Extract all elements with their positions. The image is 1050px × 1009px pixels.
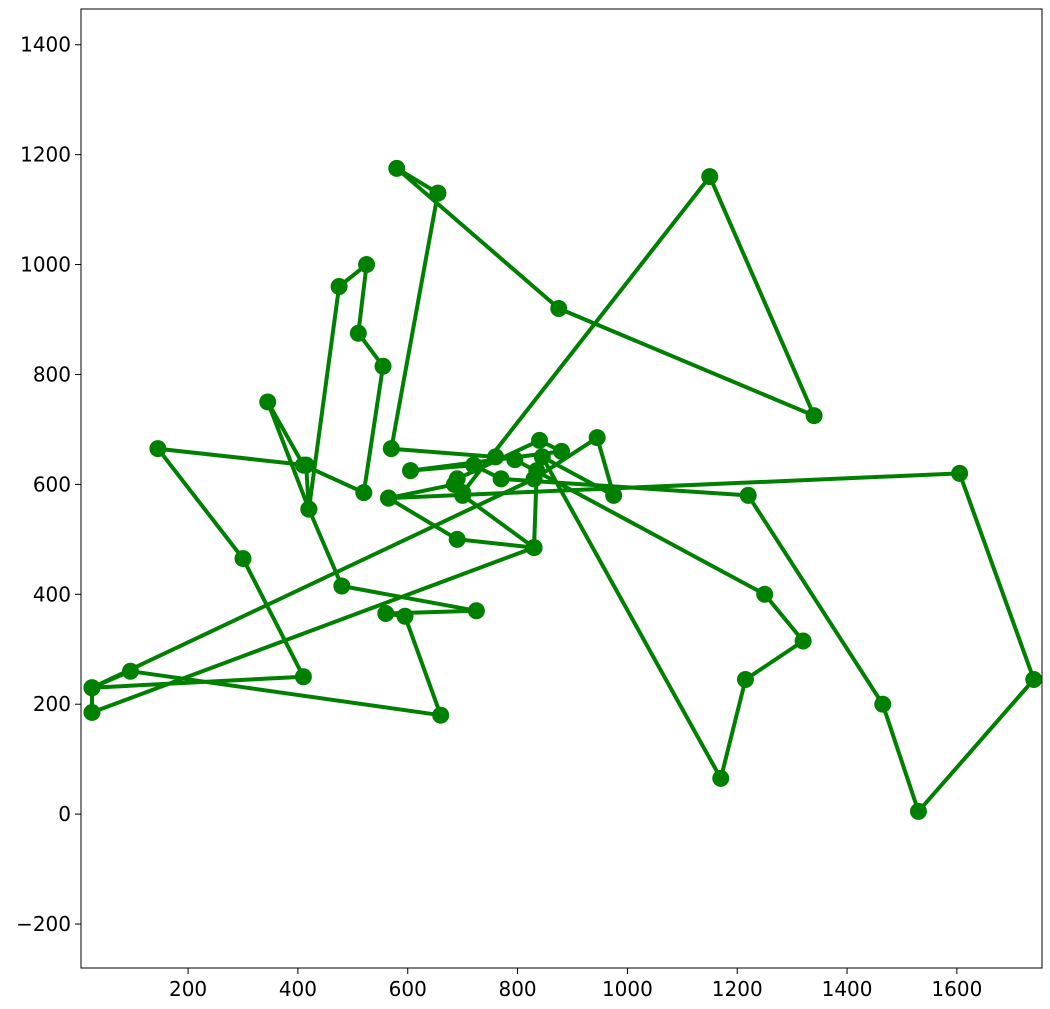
data-point xyxy=(401,462,419,480)
data-point xyxy=(794,632,812,650)
x-tick-label: 800 xyxy=(498,977,536,1001)
data-point xyxy=(382,440,400,458)
data-point xyxy=(297,456,315,474)
y-tick-label: 600 xyxy=(33,472,71,496)
data-point xyxy=(83,679,101,697)
data-point xyxy=(605,486,623,504)
data-point xyxy=(83,703,101,721)
series-line xyxy=(90,166,1036,814)
data-point xyxy=(396,607,414,625)
data-point xyxy=(712,769,730,787)
y-tick-label: 800 xyxy=(33,362,71,386)
y-tick-label: 400 xyxy=(33,582,71,606)
plot-frame xyxy=(80,8,1043,969)
data-point xyxy=(553,442,570,460)
y-tick-label: 1000 xyxy=(20,253,71,277)
data-point xyxy=(330,278,348,296)
data-point xyxy=(874,695,892,713)
data-point xyxy=(149,440,167,458)
data-point xyxy=(951,464,969,482)
data-point xyxy=(448,530,466,548)
data-point xyxy=(388,159,406,177)
data-point xyxy=(234,550,252,568)
x-tick-label: 400 xyxy=(279,977,317,1001)
data-point xyxy=(528,462,546,480)
series-layer xyxy=(83,159,1043,820)
data-point xyxy=(294,668,312,686)
data-point xyxy=(588,429,606,447)
data-point xyxy=(355,484,373,502)
data-point xyxy=(506,451,524,469)
data-point xyxy=(909,802,927,820)
data-point xyxy=(349,324,367,342)
data-point xyxy=(487,448,505,466)
y-tick-label: 200 xyxy=(33,692,71,716)
data-point xyxy=(525,539,543,557)
y-tick-label: 0 xyxy=(58,802,71,826)
data-point xyxy=(465,456,483,474)
data-point xyxy=(467,602,485,620)
data-point xyxy=(739,486,757,504)
x-tick-label: 1400 xyxy=(822,977,873,1001)
data-point xyxy=(333,577,351,595)
data-point xyxy=(429,184,447,202)
data-point xyxy=(550,300,568,318)
x-tick-label: 1600 xyxy=(931,977,982,1001)
data-point xyxy=(374,357,392,375)
x-tick-label: 1000 xyxy=(602,977,653,1001)
data-point xyxy=(259,393,277,411)
x-tick-label: 1200 xyxy=(712,977,763,1001)
data-point xyxy=(121,662,139,680)
y-tick-label: 1200 xyxy=(20,143,71,167)
data-point xyxy=(380,489,398,507)
data-point xyxy=(531,431,549,449)
y-tick-label: 1400 xyxy=(20,33,71,57)
x-tick-label: 600 xyxy=(389,977,427,1001)
data-point xyxy=(300,500,318,518)
data-point xyxy=(445,475,463,493)
data-point xyxy=(756,585,774,603)
data-point xyxy=(736,670,754,688)
data-point xyxy=(432,706,450,724)
data-point xyxy=(533,448,551,466)
x-tick-label: 200 xyxy=(169,977,207,1001)
data-point xyxy=(701,168,719,186)
data-point xyxy=(1025,670,1043,688)
data-point xyxy=(492,470,510,488)
y-tick-label: −200 xyxy=(16,912,71,936)
data-point xyxy=(358,256,376,274)
data-point xyxy=(377,605,395,623)
data-point xyxy=(805,407,823,425)
axis-ticks: 200 400 600 800 1000 1200 1400 1600 −200 0 200 400 6… xyxy=(16,33,982,1001)
